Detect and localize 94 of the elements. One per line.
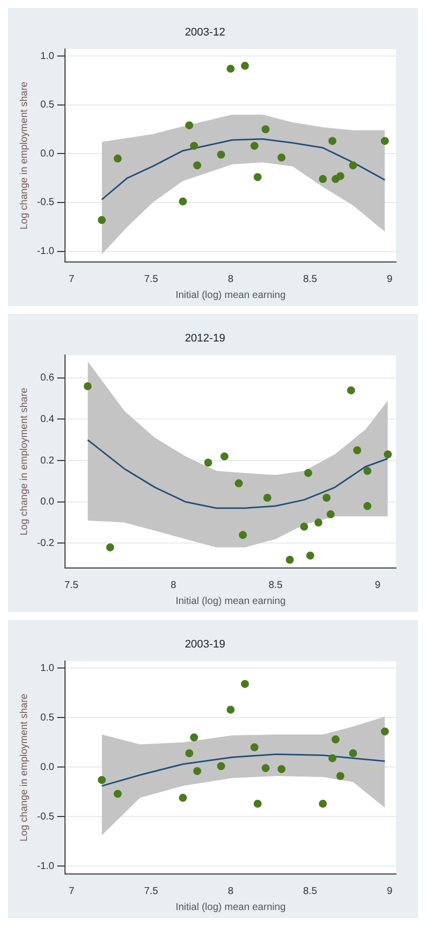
point (314, 518, 322, 527)
point (193, 161, 202, 170)
point (240, 62, 249, 70)
point (306, 552, 314, 560)
point (328, 754, 336, 762)
point (262, 764, 270, 772)
x-axis-title: Initial (log) mean earning (176, 596, 286, 607)
x-tick-label: 8.5 (303, 886, 318, 897)
point (254, 800, 262, 808)
point (114, 790, 122, 798)
y-tick-label: 0.6 (40, 372, 55, 384)
point (250, 142, 258, 150)
point (204, 458, 212, 467)
chart-title: 2003-19 (184, 638, 226, 651)
y-tick-label: -0.2 (36, 538, 55, 549)
x-tick-label: 7.5 (64, 580, 79, 591)
point (363, 502, 372, 510)
point (336, 172, 344, 180)
point (286, 556, 294, 564)
x-tick-label: 8.5 (303, 274, 318, 285)
y-axis-title: Log change in employment share (18, 81, 30, 230)
point (238, 530, 247, 539)
y-tick-label: 0.5 (40, 712, 55, 724)
point (363, 466, 372, 475)
point (98, 216, 106, 224)
y-tick-label: -1.0 (36, 246, 55, 258)
point (380, 727, 389, 736)
y-tick-label: 1.0 (40, 662, 55, 674)
x-tick-label: 7 (68, 886, 75, 897)
x-tick-label: 9 (386, 274, 393, 285)
point (263, 494, 272, 502)
point (220, 452, 228, 460)
y-tick-label: 0.0 (40, 148, 55, 160)
point (347, 386, 356, 394)
y-axis-title: Log change in employment share (18, 693, 30, 842)
point (300, 522, 308, 531)
x-tick-label: 7.5 (144, 886, 158, 897)
x-tick-label: 8 (228, 274, 234, 285)
point (178, 197, 187, 206)
point (190, 733, 198, 742)
point (193, 767, 202, 776)
point (114, 154, 122, 163)
y-tick-label: 0.0 (40, 496, 55, 508)
point (217, 762, 226, 770)
x-tick-label: 9 (386, 886, 393, 897)
chart-title: 2003-12 (184, 26, 226, 39)
y-axis-title: Log change in employment share (18, 387, 30, 536)
point (328, 136, 336, 145)
point (380, 136, 389, 145)
point (326, 510, 335, 518)
y-tick-label: 0.2 (40, 455, 55, 466)
point (234, 479, 243, 488)
y-tick-label: 0.4 (40, 414, 55, 425)
point (254, 173, 262, 182)
x-tick-label: 7 (68, 274, 75, 285)
point (318, 175, 327, 184)
point (336, 772, 344, 780)
point (226, 64, 235, 73)
point (353, 446, 362, 454)
point (250, 743, 258, 752)
point (226, 706, 235, 714)
point (278, 154, 286, 162)
x-tick-label: 7.5 (144, 274, 158, 285)
x-axis-title: Initial (log) mean earning (176, 290, 286, 301)
point (349, 161, 358, 170)
point (84, 382, 92, 390)
x-tick-label: 8.5 (268, 580, 283, 591)
point (304, 468, 312, 477)
y-tick-label: -0.5 (36, 197, 55, 208)
point (185, 749, 194, 758)
chart-title: 2012-19 (184, 332, 226, 345)
y-tick-label: -0.5 (36, 811, 55, 822)
point (217, 150, 226, 159)
point (384, 450, 392, 458)
y-tick-label: 1.0 (40, 50, 55, 62)
point (318, 800, 327, 808)
y-tick-label: 0.0 (40, 762, 55, 773)
point (190, 142, 198, 150)
point (278, 765, 286, 774)
x-tick-label: 8 (170, 580, 177, 591)
x-tick-label: 8 (228, 886, 234, 897)
y-tick-label: 0.5 (40, 100, 55, 111)
y-tick-label: -1.0 (36, 860, 55, 872)
point (185, 121, 194, 130)
x-tick-label: 9 (374, 580, 381, 591)
point (98, 776, 106, 784)
x-axis-title: Initial (log) mean earning (176, 902, 286, 913)
point (106, 543, 114, 552)
point (240, 680, 249, 688)
point (332, 735, 340, 744)
point (178, 794, 187, 802)
point (349, 749, 358, 758)
point (262, 125, 270, 134)
point (322, 494, 331, 502)
